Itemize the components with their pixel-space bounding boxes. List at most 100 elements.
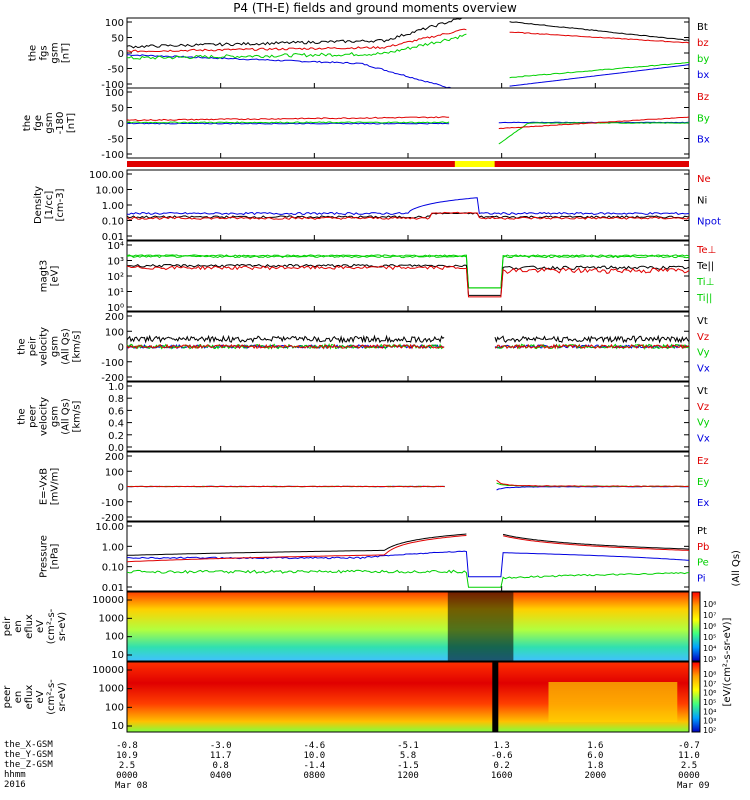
time-tick-label: 0400	[210, 771, 232, 781]
series-peir_vel-Vz	[126, 343, 690, 350]
ytick-label: 10²	[107, 272, 124, 283]
time-tick-label: 0800	[303, 771, 325, 781]
colorbar	[691, 661, 701, 733]
colorbar-tick-label: 10³	[703, 655, 716, 664]
panel-ylabel: Density[1/cc][cm-3]	[33, 186, 66, 224]
spectrogram-band	[548, 682, 678, 722]
ylabel-line: the	[28, 45, 39, 61]
colorbar-tick-label: 10⁴	[703, 644, 716, 653]
time-tick-label: 0000	[678, 771, 700, 781]
ylabel-line: the	[0, 689, 2, 705]
legend-Vz: Vz	[697, 402, 709, 413]
ytick-label: 50	[111, 104, 124, 115]
colorbar-tick-label: 10⁵	[703, 698, 716, 707]
ytick-label: 10³	[107, 257, 124, 268]
ylabel-line: peir	[2, 616, 13, 636]
ytick-label: 0.4	[108, 419, 124, 430]
ylabel-line: [km/s]	[72, 330, 83, 362]
ylabel-line: en	[13, 620, 24, 633]
time-tick-label: 0000	[116, 771, 138, 781]
panel-temp: magt3[eV] 10⁴ 10³ 10² 10¹ 10⁰ Te⊥ Te|| Ti⊥ Ti||	[39, 240, 716, 314]
ylabel-line: gsm	[50, 406, 61, 427]
colorbar-tick-label: 10⁵	[703, 633, 716, 642]
ytick-label: -100	[101, 498, 124, 509]
series-fgs-bx	[126, 54, 690, 89]
legend-Ti⊥: Ti⊥	[696, 277, 714, 288]
ytick-label: 1.0	[108, 382, 124, 393]
ylabel-line: [km/s]	[72, 400, 83, 432]
ylabel-line: [1/cc]	[44, 191, 55, 220]
legend-Bt: Bt	[697, 22, 708, 33]
ylabel-line: (All Qs)	[61, 328, 72, 365]
ylabel-line: (cm²-s-	[46, 679, 57, 715]
eph-value: 1.3	[494, 741, 510, 751]
legend-Vx: Vx	[697, 363, 710, 374]
series-temp-Te⊥	[126, 265, 690, 298]
panel-ylabel: thefgsgsm[nT]	[28, 42, 72, 63]
panel-peir_vel: thepeirvelocitygsm(All Qs)[km/s] 200 100 0 -…	[17, 311, 710, 384]
ephemeris-labels: the_X-GSM the_Y-GSM the_Z-GSM hhmm 2016	[4, 740, 53, 790]
eph-value: -0.6	[491, 751, 513, 761]
legend-Te⊥: Te⊥	[696, 245, 716, 256]
ylabel-line: en	[13, 691, 24, 704]
series-temp-Te||	[126, 263, 690, 296]
series-fgs-bz	[126, 28, 690, 53]
data-gap	[447, 592, 514, 661]
series-temp-Ti⊥	[126, 254, 690, 289]
series-pressure-Pt	[127, 533, 690, 556]
time-tick-label: 2000	[584, 771, 606, 781]
legend-Vy: Vy	[697, 418, 710, 429]
panel-ylabel: thepeerenefluxeV(cm²-s-sr-eV)	[0, 679, 68, 715]
ytick-label: 0	[118, 343, 124, 354]
eph-value: 2.5	[681, 761, 697, 771]
series-fgs-Bt	[126, 17, 690, 49]
legend-Bz: Bz	[697, 92, 709, 103]
eph-z-label: the_Z-GSM	[4, 760, 53, 770]
ytick-label: 10000	[92, 665, 124, 676]
eph-value: 0.2	[494, 761, 510, 771]
series-peir_vel-Vt	[126, 334, 690, 344]
ytick-label: 0.01	[102, 583, 124, 594]
legend-Pi: Pi	[697, 573, 706, 584]
series-pressure-Pb	[126, 535, 690, 563]
panel-efield: E=-VxB[mV/m] 200 100 0 -100 -200 Ez Ey Ex	[39, 451, 709, 524]
ylabel-line: [nT]	[66, 113, 77, 133]
legend-bz: bz	[697, 38, 709, 49]
legend-Pb: Pb	[697, 542, 709, 553]
ylabel-line: eV	[35, 620, 46, 633]
ytick-label: 1000	[99, 684, 124, 695]
panel-ylabel: Pressure[nPa]	[39, 535, 61, 578]
legend-By: By	[697, 113, 710, 124]
eph-value: 2.5	[119, 761, 135, 771]
ytick-label: 10000	[92, 595, 124, 606]
legend-bx: bx	[697, 70, 709, 81]
colorbar-tick-label: 10²	[703, 726, 716, 735]
ylabel-line: gsm	[44, 112, 55, 133]
ytick-label: 1.00	[102, 201, 124, 212]
ylabel-line: Pressure	[39, 535, 50, 578]
ylabel-line: [nPa]	[50, 543, 61, 569]
panel-density: Density[1/cc][cm-3] 100.00 10.00 1.00 0.10 0.…	[33, 169, 721, 243]
ytick-label: 0.01	[102, 232, 124, 243]
ytick-label: 10¹	[107, 288, 124, 299]
ylabel-line: E=-VxB	[39, 468, 50, 505]
eph-value: 10.9	[116, 751, 138, 761]
panel-ylabel: thepeirenefluxeV(cm²-s-sr-eV)	[0, 608, 68, 644]
eph-value: -0.7	[678, 741, 700, 751]
year-label: 2016	[4, 780, 26, 790]
ylabel-line: [cm-3]	[55, 188, 66, 221]
ylabel-line: gsm	[50, 336, 61, 357]
eph-value: 11.7	[210, 751, 232, 761]
legend-Pt: Pt	[697, 526, 707, 537]
colorbar	[691, 591, 701, 662]
panel-ylabel: thepeervelocitygsm(All Qs)[km/s]	[17, 397, 83, 436]
legend-Npot: Npot	[697, 217, 721, 228]
legend-Ne: Ne	[697, 174, 711, 185]
panel-frame	[126, 169, 690, 241]
colorbar-tick-label: 10⁸	[703, 600, 716, 609]
ytick-label: 1.00	[102, 542, 124, 553]
legend-Vz: Vz	[697, 332, 709, 343]
ytick-label: 0.2	[108, 431, 124, 442]
ylabel-line: sr-eV)	[57, 682, 68, 711]
